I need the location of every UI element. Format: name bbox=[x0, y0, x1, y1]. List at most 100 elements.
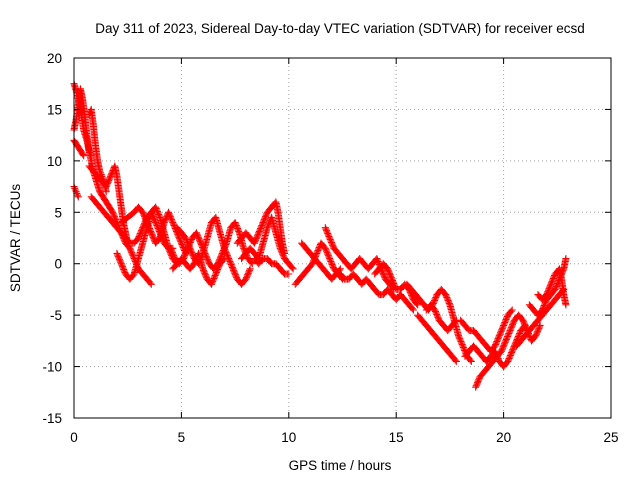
data-point bbox=[322, 246, 330, 254]
data-point bbox=[231, 271, 239, 279]
data-point bbox=[521, 321, 529, 329]
data-point bbox=[264, 222, 272, 230]
data-point bbox=[203, 255, 211, 263]
data-point bbox=[327, 237, 335, 245]
data-point bbox=[534, 327, 542, 335]
x-tick-label: 0 bbox=[70, 430, 78, 445]
data-point bbox=[141, 213, 149, 221]
data-point bbox=[541, 300, 549, 308]
data-point bbox=[181, 252, 189, 260]
data-point bbox=[532, 330, 540, 338]
data-point bbox=[128, 250, 136, 258]
data-point bbox=[329, 241, 337, 249]
data-point bbox=[187, 247, 195, 255]
data-point bbox=[230, 268, 238, 276]
data-point bbox=[495, 332, 503, 340]
data-point bbox=[432, 309, 440, 317]
data-point bbox=[166, 213, 174, 221]
data-point bbox=[226, 259, 234, 267]
data-point bbox=[96, 167, 104, 175]
data-point bbox=[562, 301, 570, 309]
data-point bbox=[324, 250, 332, 258]
data-point bbox=[234, 224, 242, 232]
data-point bbox=[232, 222, 240, 230]
data-point bbox=[507, 350, 515, 358]
data-point bbox=[168, 247, 176, 255]
data-point bbox=[507, 325, 515, 333]
data-point bbox=[86, 150, 94, 158]
data-point bbox=[139, 208, 147, 216]
data-point bbox=[536, 323, 544, 331]
data-point bbox=[257, 224, 265, 232]
data-point bbox=[161, 216, 169, 224]
y-tick-label: -5 bbox=[50, 308, 62, 323]
data-point bbox=[214, 266, 222, 274]
data-point bbox=[71, 186, 79, 194]
data-point bbox=[507, 307, 515, 315]
data-point bbox=[324, 252, 332, 260]
data-point bbox=[260, 217, 268, 225]
data-points bbox=[70, 80, 570, 391]
data-point bbox=[505, 356, 513, 364]
data-point bbox=[543, 291, 551, 299]
data-point bbox=[501, 318, 509, 326]
data-point bbox=[386, 271, 394, 279]
data-point bbox=[387, 272, 395, 280]
data-point bbox=[389, 278, 397, 286]
data-point bbox=[258, 220, 266, 228]
data-point bbox=[445, 298, 453, 306]
data-point bbox=[233, 223, 241, 231]
data-point bbox=[242, 274, 250, 282]
data-point bbox=[455, 333, 463, 341]
data-point bbox=[508, 347, 516, 355]
data-point bbox=[474, 379, 482, 387]
data-point bbox=[102, 183, 110, 191]
data-point bbox=[115, 255, 123, 263]
data-point bbox=[153, 208, 161, 216]
data-point bbox=[119, 264, 127, 272]
data-point bbox=[499, 323, 507, 331]
data-point bbox=[384, 265, 392, 273]
data-point bbox=[472, 382, 480, 390]
data-point bbox=[259, 219, 267, 227]
data-point bbox=[199, 265, 207, 273]
x-tick-label: 20 bbox=[496, 430, 511, 445]
data-point bbox=[384, 266, 392, 274]
data-point bbox=[151, 217, 159, 225]
data-point bbox=[228, 263, 236, 271]
data-point bbox=[492, 339, 500, 347]
data-point bbox=[562, 255, 570, 263]
data-point bbox=[242, 275, 250, 283]
data-point bbox=[165, 208, 173, 216]
data-point bbox=[460, 345, 468, 353]
data-point bbox=[193, 230, 201, 238]
data-point bbox=[509, 319, 517, 327]
data-point bbox=[176, 235, 184, 243]
data-point bbox=[458, 339, 466, 347]
data-point bbox=[538, 306, 546, 314]
data-point bbox=[167, 246, 175, 254]
data-point bbox=[103, 180, 111, 188]
data-point bbox=[497, 327, 505, 335]
data-point bbox=[532, 332, 540, 340]
data-point bbox=[263, 224, 271, 232]
data-point bbox=[208, 279, 216, 287]
data-point bbox=[232, 220, 240, 228]
data-point bbox=[168, 217, 176, 225]
data-point bbox=[457, 338, 465, 346]
data-point bbox=[552, 282, 560, 290]
data-point bbox=[326, 256, 334, 264]
data-point bbox=[191, 258, 199, 266]
data-point bbox=[143, 219, 151, 227]
data-point bbox=[126, 246, 134, 254]
data-point bbox=[185, 243, 193, 251]
data-point bbox=[184, 240, 192, 248]
data-point bbox=[549, 276, 557, 284]
x-axis-tick-labels: 0 5 10 15 20 25 bbox=[70, 430, 618, 445]
data-point bbox=[325, 253, 333, 261]
data-point bbox=[142, 217, 150, 225]
data-point bbox=[328, 260, 336, 268]
data-point bbox=[431, 307, 439, 315]
data-point bbox=[148, 230, 156, 238]
data-point bbox=[506, 327, 514, 335]
